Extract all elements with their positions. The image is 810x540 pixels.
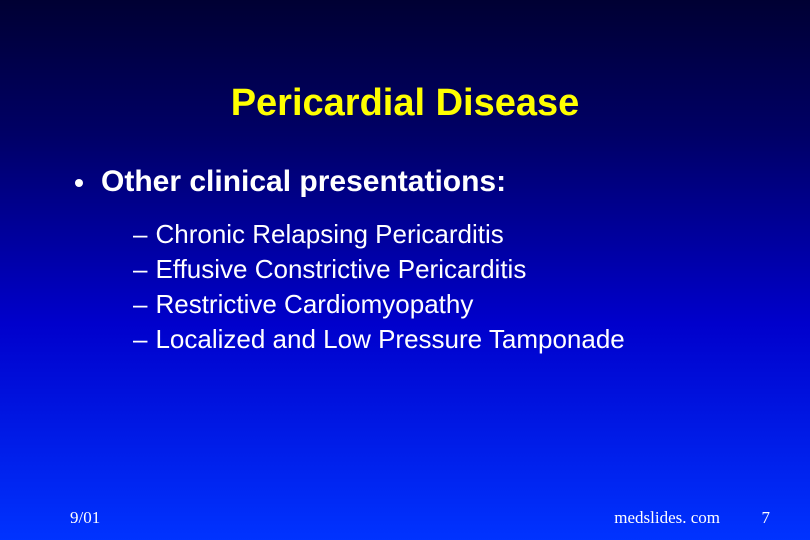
- dash-icon: –: [133, 287, 147, 322]
- bullet-level1: Other clinical presentations:: [75, 165, 810, 199]
- dash-icon: –: [133, 252, 147, 287]
- sub-bullet-list: – Chronic Relapsing Pericarditis – Effus…: [75, 217, 810, 357]
- footer-date: 9/01: [70, 508, 100, 528]
- bullet-level2: – Localized and Low Pressure Tamponade: [133, 322, 810, 357]
- slide-title: Pericardial Disease: [0, 0, 810, 165]
- bullet-level2: – Effusive Constrictive Pericarditis: [133, 252, 810, 287]
- bullet-level1-text: Other clinical presentations:: [101, 165, 506, 199]
- bullet-level2: – Restrictive Cardiomyopathy: [133, 287, 810, 322]
- bullet-level2: – Chronic Relapsing Pericarditis: [133, 217, 810, 252]
- bullet-level2-text: Restrictive Cardiomyopathy: [155, 287, 473, 322]
- footer-page-number: 7: [762, 508, 771, 528]
- bullet-level2-text: Chronic Relapsing Pericarditis: [155, 217, 503, 252]
- dash-icon: –: [133, 217, 147, 252]
- bullet-dot-icon: [75, 179, 83, 187]
- slide-content: Other clinical presentations: – Chronic …: [0, 165, 810, 357]
- slide-container: Pericardial Disease Other clinical prese…: [0, 0, 810, 540]
- bullet-level2-text: Effusive Constrictive Pericarditis: [155, 252, 526, 287]
- dash-icon: –: [133, 322, 147, 357]
- footer-source: medslides. com: [614, 508, 720, 528]
- bullet-level2-text: Localized and Low Pressure Tamponade: [155, 322, 624, 357]
